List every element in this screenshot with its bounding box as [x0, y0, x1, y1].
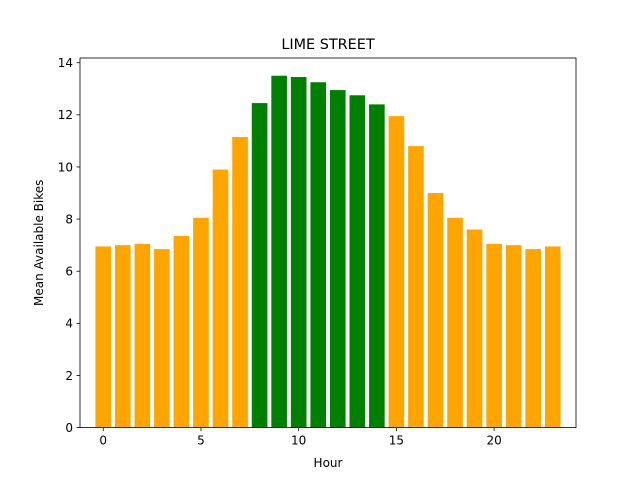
y-tick-label: 4	[65, 317, 73, 331]
bar-hour-4	[173, 236, 190, 428]
bar-hour-9	[271, 75, 287, 428]
x-tick-label: 15	[389, 434, 404, 448]
plot-frame	[79, 57, 577, 429]
bar-hour-19	[466, 229, 483, 428]
y-axis-label: Mean Available Bikes	[32, 180, 46, 306]
bar-hour-8	[251, 103, 268, 428]
bar-hour-6	[212, 169, 229, 428]
y-axis: 0 2 4 6 8 10 12 14	[58, 56, 80, 435]
x-tick-label: 20	[486, 434, 501, 448]
bar-hour-13	[349, 95, 366, 428]
bar-hour-11	[310, 82, 327, 428]
bar-hour-23	[544, 246, 561, 428]
bars-group	[95, 75, 561, 428]
bar-hour-5	[193, 217, 209, 428]
bar-hour-17	[427, 193, 444, 428]
y-tick-label: 12	[58, 108, 73, 122]
y-tick-label: 14	[58, 56, 73, 70]
x-tick-label: 0	[99, 434, 107, 448]
bar-hour-18	[447, 217, 463, 428]
bar-hour-7	[232, 136, 248, 428]
bar-hour-21	[505, 245, 522, 428]
bar-hour-1	[114, 245, 131, 428]
y-tick-label: 8	[65, 212, 73, 226]
bar-hour-16	[408, 146, 424, 428]
x-tick-label: 5	[197, 434, 205, 448]
bar-hour-14	[369, 104, 385, 428]
chart-title: LIME STREET	[281, 37, 374, 53]
y-tick-label: 6	[65, 265, 73, 279]
bar-hour-3	[154, 249, 170, 428]
bar-hour-0	[95, 246, 112, 428]
bar-hour-15	[388, 116, 405, 428]
y-tick-label: 0	[65, 421, 73, 435]
x-axis-label: Hour	[314, 456, 343, 470]
x-axis: 0 5 10 15 20	[99, 427, 502, 448]
bar-hour-12	[329, 90, 346, 428]
bar-hour-22	[525, 249, 542, 428]
bar-hour-20	[486, 243, 502, 428]
x-tick-label: 10	[291, 434, 306, 448]
bar-hour-10	[290, 77, 307, 428]
y-tick-label: 10	[58, 160, 73, 174]
bar-hour-2	[134, 243, 151, 428]
y-tick-label: 2	[65, 369, 73, 383]
